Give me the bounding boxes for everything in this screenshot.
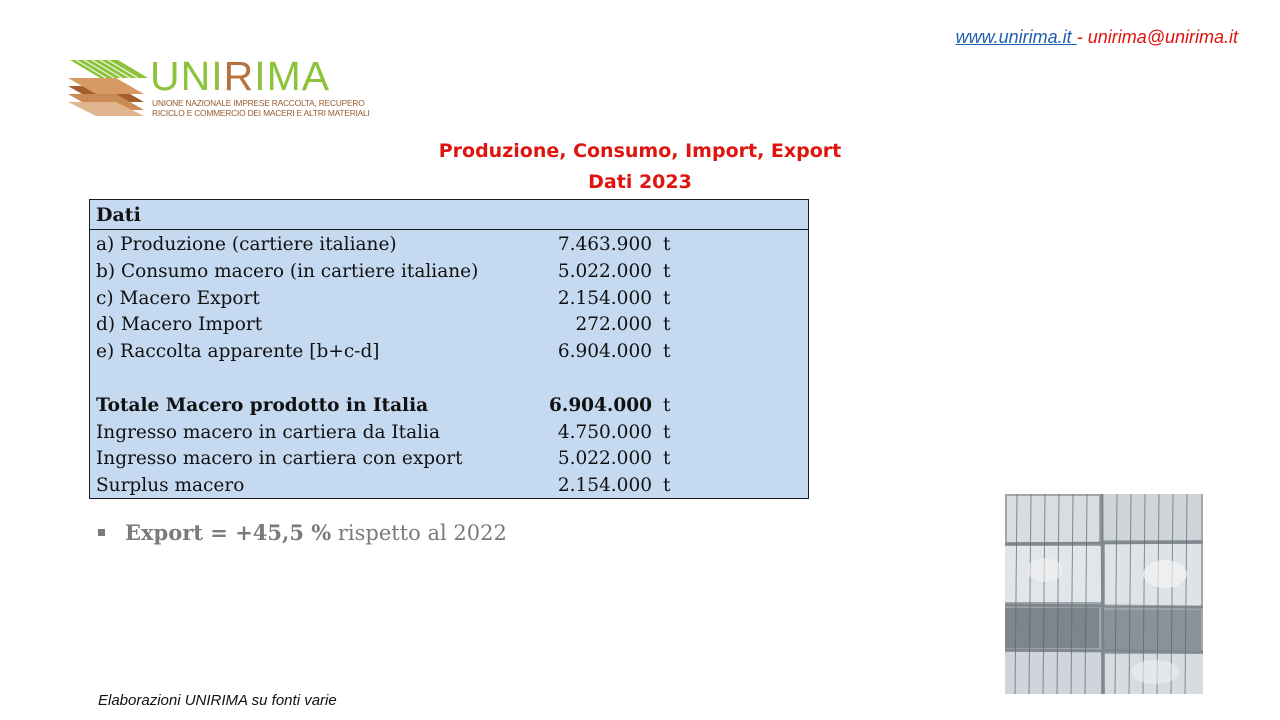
- row-value: 272.000: [575, 314, 652, 336]
- table-row: Ingresso macero in cartiera con export 5…: [90, 444, 808, 471]
- row-label: Surplus macero: [96, 475, 245, 497]
- bullet-marker-icon: [98, 529, 105, 536]
- email-link[interactable]: unirima@unirima.it: [1087, 27, 1238, 47]
- table-row: Ingresso macero in cartiera da Italia 4.…: [90, 418, 808, 445]
- row-value: 6.904.000: [557, 341, 652, 363]
- data-table: Dati a) Produzione (cartiere italiane) 7…: [89, 199, 809, 499]
- row-value: 5.022.000: [557, 448, 652, 470]
- logo-subtitle: Unione Nazionale Imprese Raccolta, Recup…: [152, 98, 370, 118]
- row-unit: t: [663, 394, 671, 416]
- table-row: c) Macero Export 2.154.000 t: [90, 284, 808, 311]
- row-label: d) Macero Import: [96, 314, 263, 336]
- row-value: 5.022.000: [557, 260, 652, 282]
- row-label: Ingresso macero in cartiera con export: [96, 448, 463, 470]
- row-value: 2.154.000: [557, 287, 652, 309]
- website-link[interactable]: www.unirima.it: [955, 27, 1077, 47]
- bullet-text: rispetto al 2022: [331, 521, 507, 545]
- logo-wordmark: UNIRIMA: [150, 53, 331, 99]
- source-footnote: Elaborazioni UNIRIMA su fonti varie: [98, 692, 337, 709]
- row-value: 4.750.000: [557, 421, 652, 443]
- row-label: Ingresso macero in cartiera da Italia: [96, 421, 440, 443]
- table-row: a) Produzione (cartiere italiane) 7.463.…: [90, 230, 808, 257]
- table-row: d) Macero Import 272.000 t: [90, 310, 808, 337]
- slide-subtitle: Dati 2023: [588, 171, 692, 193]
- unirima-logo: UNIRIMA Unione Nazionale Imprese Raccolt…: [66, 53, 370, 120]
- export-bullet: Export = +45,5 % rispetto al 2022: [98, 520, 507, 545]
- table-row-total: Totale Macero prodotto in Italia 6.904.0…: [90, 391, 808, 418]
- layered-sheets-icon: [68, 59, 148, 116]
- row-label: b) Consumo macero (in cartiere italiane): [96, 260, 479, 282]
- slide-title: Produzione, Consumo, Import, Export: [438, 140, 842, 162]
- table-heading: Dati: [90, 200, 808, 230]
- paper-bales-image: [1005, 494, 1203, 694]
- row-unit: t: [663, 475, 671, 497]
- row-unit: t: [663, 314, 671, 336]
- table-body: a) Produzione (cartiere italiane) 7.463.…: [90, 230, 808, 498]
- slide-title-block: Produzione, Consumo, Import, Export Dati…: [0, 136, 1280, 198]
- row-unit: t: [663, 448, 671, 470]
- row-value: 7.463.900: [557, 234, 652, 255]
- row-unit: t: [663, 234, 671, 255]
- row-value: 2.154.000: [557, 475, 652, 497]
- table-row: e) Raccolta apparente [b+c-d] 6.904.000 …: [90, 337, 808, 364]
- table-row: Surplus macero 2.154.000 t: [90, 471, 808, 498]
- row-label: e) Raccolta apparente [b+c-d]: [96, 341, 380, 363]
- contact-separator: -: [1076, 27, 1088, 47]
- row-unit: t: [663, 287, 671, 309]
- bullet-bold-text: Export = +45,5 %: [125, 520, 332, 545]
- row-label: Totale Macero prodotto in Italia: [96, 394, 429, 416]
- row-unit: t: [663, 260, 671, 282]
- row-value: 6.904.000: [549, 394, 652, 416]
- row-unit: t: [663, 421, 671, 443]
- row-unit: t: [663, 341, 671, 363]
- row-label: a) Produzione (cartiere italiane): [96, 234, 397, 255]
- row-label: c) Macero Export: [96, 287, 260, 309]
- table-spacer: [90, 364, 808, 391]
- paper-bales-photo: [1005, 494, 1203, 694]
- table-row: b) Consumo macero (in cartiere italiane)…: [90, 257, 808, 284]
- contact-line: www.unirima.it - unirima@unirima.it: [956, 27, 1238, 48]
